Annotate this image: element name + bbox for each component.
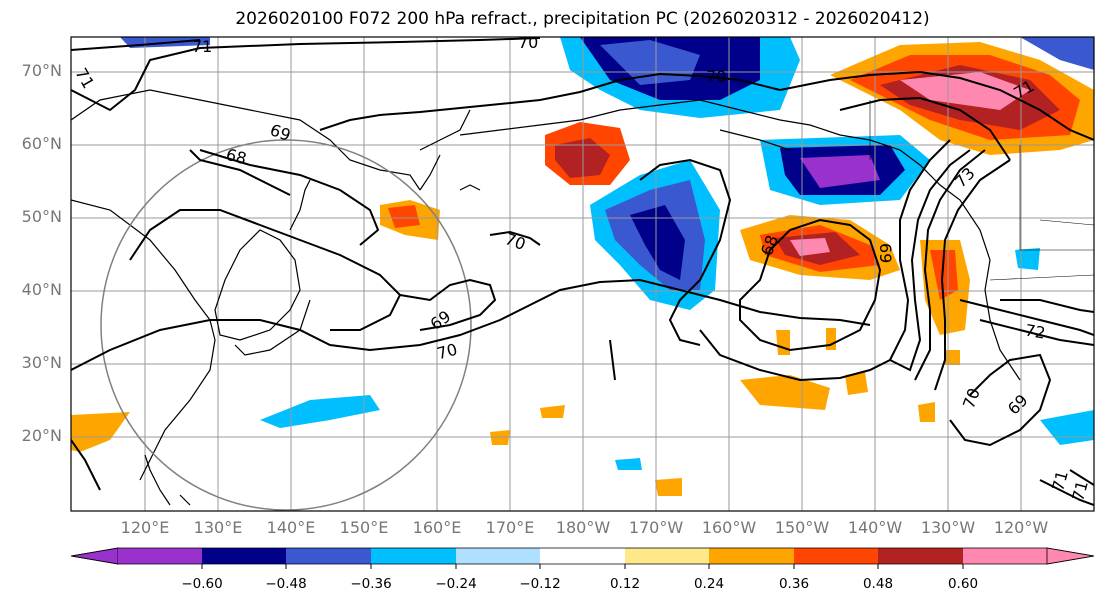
lon-label: 140°E [266,518,316,537]
colorbar-segment [1046,547,1095,565]
colorbar-segment [709,548,794,564]
colorbar-segment [371,548,456,564]
colorbar-segment [456,548,540,564]
colorbar-tick-label: 0.60 [947,576,979,592]
contour-label: 69 [876,243,895,263]
precipitation-shading [71,37,1094,496]
colorbar-tick-label: 0.24 [693,576,725,592]
lon-label: 120°E [120,518,170,537]
borders [869,100,1094,281]
refractivity-contours [71,37,1094,506]
contour-label: 71 [1048,468,1072,493]
lat-lon-grid [71,37,1094,511]
colorbar-segment [878,548,963,564]
lat-label: 50°N [21,207,62,226]
colorbar-tick-label: 0.12 [609,576,641,592]
colorbar-tick-label: −0.48 [265,576,307,592]
contour-label: 71 [192,37,212,56]
lat-label: 30°N [21,353,62,372]
colorbar [70,547,1095,569]
lon-label: 120°W [993,518,1049,537]
colorbar-segment [202,548,286,564]
lon-label: 170°W [628,518,684,537]
colorbar-segment [70,547,119,565]
lon-label: 160°W [701,518,757,537]
map-frame [70,36,1095,512]
contour-label: 68 [224,145,249,169]
lon-label: 170°E [485,518,535,537]
colorbar-tick-label: −0.60 [181,576,223,592]
lon-label: 150°E [339,518,389,537]
lon-label: 150°W [774,518,830,537]
lon-label: 140°W [847,518,903,537]
colorbar-segment [540,548,625,564]
map-title: 2026020100 F072 200 hPa refract., precip… [235,9,930,29]
contour-label: 70 [706,67,726,86]
contour-label: 70 [435,340,460,364]
colorbar-segment [625,548,709,564]
lon-label: 180°W [555,518,611,537]
lon-label: 130°E [193,518,243,537]
colorbar-segment [118,548,202,564]
colorbar-tick-label: −0.24 [435,576,477,592]
contour-label: 72 [1024,320,1047,342]
lat-label: 70°N [21,61,62,80]
range-circle [100,139,472,511]
colorbar-segment [286,548,371,564]
lat-label: 60°N [21,134,62,153]
lon-label: 130°W [920,518,976,537]
colorbar-tick-label: −0.36 [350,576,392,592]
lat-label: 40°N [21,280,62,299]
colorbar-tick-label: 0.36 [778,576,810,592]
lon-label: 160°E [412,518,462,537]
colorbar-tick-label: 0.48 [862,576,894,592]
contour-label: 70 [518,33,538,52]
lat-label: 20°N [21,426,62,445]
contour-label: 71 [1068,478,1092,503]
colorbar-outline [70,547,1095,565]
colorbar-segment [963,548,1047,564]
colorbar-segment [794,548,878,564]
colorbar-tick-label: −0.12 [519,576,561,592]
